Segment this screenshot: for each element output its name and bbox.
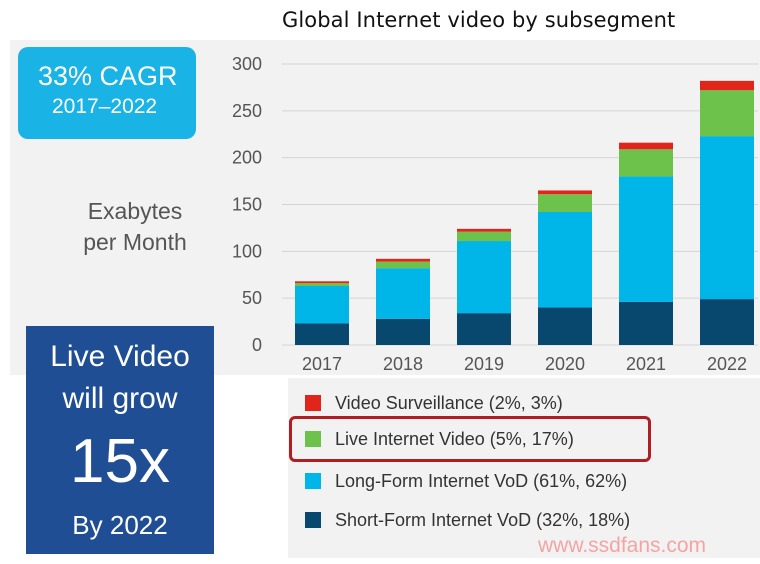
y-axis-label-line2: per Month [83,229,187,255]
legend-label: Live Internet Video (5%, 17%) [335,429,574,449]
bar-segment [619,142,673,150]
bar-segment [457,228,511,232]
bar-segment [376,258,430,262]
bar-segment [295,285,349,324]
legend-label: Short-Form Internet VoD (32%, 18%) [335,510,631,530]
y-tick-label: 0 [252,335,262,355]
bar-segment [457,313,511,345]
chart-title: Global Internet video by subsegment [282,8,676,32]
y-tick-label: 250 [232,101,262,121]
watermark: www.ssdfans.com [538,534,707,557]
bar-segment [376,261,430,269]
bar-segment [295,283,349,286]
cagr-badge: 33% CAGR 2017–2022 [18,47,196,139]
legend-swatch [305,394,321,411]
y-axis-label: Exabytes per Month [50,196,220,258]
bar-segment [700,90,754,137]
legend-item: Long-Form Internet VoD (61%, 62%) [305,469,627,493]
bar-segment [295,281,349,284]
bar-segment [538,307,592,345]
y-tick-label: 50 [242,288,262,308]
legend-panel [288,378,760,558]
legend-highlight-box [289,416,651,462]
y-axis-label-line1: Exabytes [87,198,183,224]
x-tick-label: 2019 [464,354,504,374]
y-tick-label: 150 [232,195,262,215]
bar-segment [619,301,673,345]
bar-segment [619,149,673,177]
cagr-rate: 33% CAGR [38,61,178,91]
callout-multiplier: 15x [70,427,170,496]
legend-swatch [305,430,321,447]
growth-callout: Live Video will grow 15x By 2022 [26,326,214,554]
callout-line4: By 2022 [72,510,168,540]
cagr-period: 2017–2022 [52,95,158,118]
legend-label: Video Surveillance (2%, 3%) [335,393,563,413]
bar-segment [700,80,754,91]
callout-line2: will grow [62,382,178,415]
x-tick-label: 2017 [302,354,342,374]
y-tick-label: 300 [232,54,262,74]
y-tick-label: 200 [232,148,262,168]
legend-swatch [305,472,321,489]
bar-segment [376,318,430,345]
bar-segment [538,190,592,195]
x-tick-label: 2018 [383,354,423,374]
legend-item: Short-Form Internet VoD (32%, 18%) [305,508,630,532]
bar-segment [457,241,511,314]
bar-segment [619,176,673,302]
bar-segment [376,268,430,319]
bar-segment [457,231,511,242]
bar-segment [538,194,592,212]
legend-item: Live Internet Video (5%, 17%) [305,427,574,451]
legend-swatch [305,511,321,528]
bar-segment [700,136,754,300]
bar-segment [700,299,754,345]
x-tick-label: 2021 [626,354,666,374]
legend-item: Video Surveillance (2%, 3%) [305,391,563,415]
bar-segment [295,323,349,345]
legend-label: Long-Form Internet VoD (61%, 62%) [335,471,628,491]
y-tick-label: 100 [232,241,262,261]
bar-segment [538,211,592,308]
callout-line1: Live Video [50,340,190,373]
x-tick-label: 2022 [707,354,747,374]
x-tick-label: 2020 [545,354,585,374]
